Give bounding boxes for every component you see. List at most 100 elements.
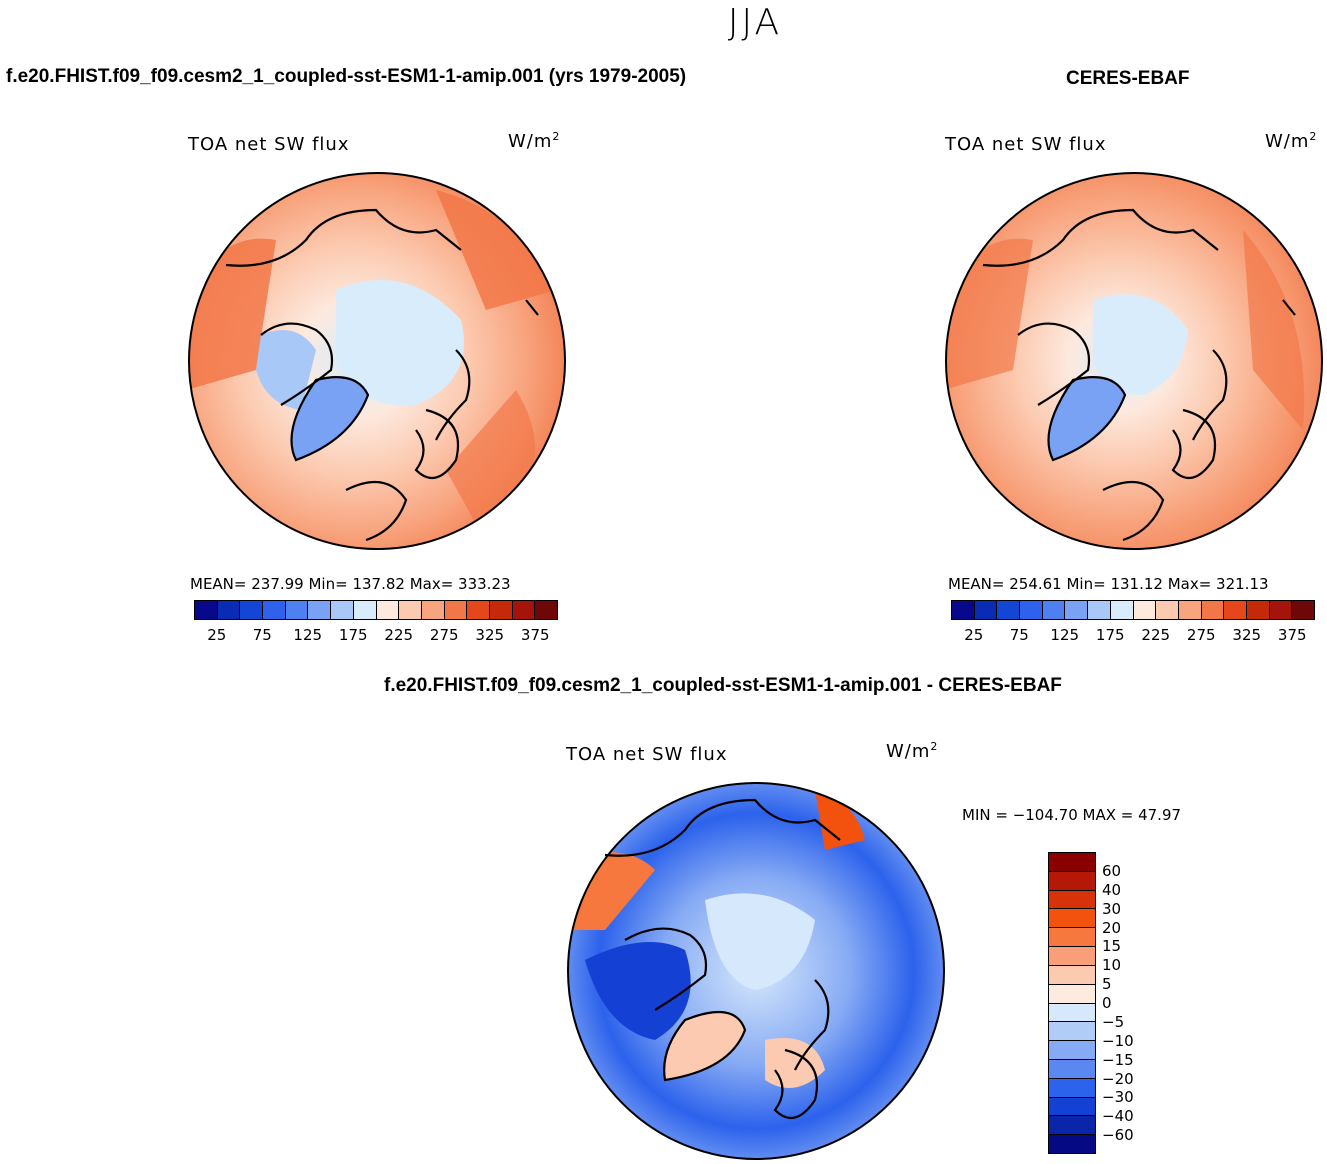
colorbar-swatch xyxy=(217,601,241,619)
colorbar-tick-label: −15 xyxy=(1102,1050,1134,1069)
obs-unit-label: W/m2 xyxy=(1265,130,1318,152)
colorbar-swatch xyxy=(1049,1041,1095,1060)
diff-map-border xyxy=(567,782,945,1160)
colorbar-swatch xyxy=(1065,601,1089,619)
colorbar-swatch xyxy=(308,601,332,619)
colorbar-tick-label: 375 xyxy=(1277,626,1307,644)
colorbar-swatch xyxy=(1049,890,1095,910)
colorbar-tick-label: −5 xyxy=(1102,1012,1125,1031)
colorbar-swatch xyxy=(240,601,264,619)
model-polar-map xyxy=(188,172,566,550)
diff-field-label: TOA net SW flux xyxy=(566,744,728,765)
colorbar-tick-label: −10 xyxy=(1102,1031,1134,1050)
colorbar-swatch xyxy=(444,601,468,619)
colorbar-tick-label: 40 xyxy=(1102,880,1122,899)
colorbar-swatch xyxy=(1049,1116,1095,1136)
colorbar-swatch xyxy=(1049,909,1095,929)
diff-case-title: f.e20.FHIST.f09_f09.cesm2_1_coupled-sst-… xyxy=(384,675,1062,696)
colorbar-swatch xyxy=(195,601,218,619)
colorbar-swatch xyxy=(1042,601,1066,619)
colorbar-swatch xyxy=(952,601,975,619)
model-stats: MEAN= 237.99 Min= 137.82 Max= 333.23 xyxy=(190,575,511,593)
colorbar-tick-label: 275 xyxy=(1186,626,1216,644)
colorbar-swatch xyxy=(421,601,445,619)
colorbar-tick-label: −30 xyxy=(1102,1088,1134,1107)
colorbar-swatch xyxy=(1049,947,1095,966)
colorbar-swatch xyxy=(1049,1135,1095,1153)
colorbar-swatch xyxy=(467,601,490,619)
colorbar-tick-label: 10 xyxy=(1102,956,1122,975)
colorbar-tick-label: 0 xyxy=(1102,994,1112,1012)
colorbar-tick-label: −60 xyxy=(1102,1126,1134,1145)
colorbar-swatch xyxy=(1049,1003,1095,1023)
colorbar-swatch xyxy=(1049,984,1095,1004)
colorbar-swatch xyxy=(1201,601,1225,619)
colorbar-tick-label: 15 xyxy=(1102,937,1122,956)
colorbar-tick-label: 25 xyxy=(207,626,227,644)
colorbar-tick-label: 30 xyxy=(1102,899,1122,918)
colorbar-tick-label: 325 xyxy=(1232,626,1262,644)
colorbar-swatch xyxy=(1049,928,1095,948)
colorbar-swatch xyxy=(1049,1078,1095,1098)
obs-greenland xyxy=(1048,377,1125,460)
colorbar-swatch xyxy=(1049,853,1095,872)
colorbar-swatch xyxy=(331,601,354,619)
colorbar-swatch xyxy=(1224,601,1247,619)
colorbar-tick-label: 175 xyxy=(338,626,368,644)
colorbar-swatch xyxy=(1269,601,1293,619)
colorbar-swatch xyxy=(263,601,286,619)
colorbar-swatch xyxy=(1049,965,1095,985)
obs-map-border xyxy=(945,172,1323,550)
obs-case-title: CERES-EBAF xyxy=(1066,68,1190,89)
colorbar-swatch xyxy=(1020,601,1043,619)
colorbar-swatch xyxy=(399,601,422,619)
obs-polar-map xyxy=(945,172,1323,550)
colorbar-tick-label: 225 xyxy=(1141,626,1171,644)
model-unit-label: W/m2 xyxy=(508,130,561,152)
colorbar-tick-label: −20 xyxy=(1102,1069,1134,1088)
model-greenland xyxy=(291,377,368,460)
colorbar-swatch xyxy=(1049,1059,1095,1079)
colorbar-tick-label: 75 xyxy=(252,626,272,644)
colorbar-tick-label: 25 xyxy=(964,626,984,644)
colorbar-tick-label: 60 xyxy=(1102,861,1122,880)
colorbar-tick-label: −40 xyxy=(1102,1107,1134,1126)
colorbar-swatch xyxy=(1049,1022,1095,1042)
obs-arctic-ice xyxy=(1093,294,1188,395)
obs-colorbar xyxy=(951,600,1315,620)
obs-field-label: TOA net SW flux xyxy=(945,134,1107,155)
colorbar-tick-label: 225 xyxy=(384,626,414,644)
season-title: JJA xyxy=(727,2,783,43)
diff-greenland xyxy=(664,1012,745,1080)
colorbar-tick-label: 325 xyxy=(475,626,505,644)
colorbar-swatch xyxy=(1133,601,1157,619)
model-colorbar xyxy=(194,600,558,620)
obs-colorbar-labels: 25 75 125 175 225 275 325 375 xyxy=(951,626,1315,644)
diff-unit-label: W/m2 xyxy=(886,740,939,762)
colorbar-tick-label: 375 xyxy=(520,626,550,644)
diff-stats: MIN = −104.70 MAX = 47.97 xyxy=(962,806,1182,824)
colorbar-swatch xyxy=(285,601,309,619)
colorbar-swatch xyxy=(974,601,998,619)
model-colorbar-labels: 25 75 125 175 225 275 325 375 xyxy=(194,626,558,644)
obs-stats: MEAN= 254.61 Min= 131.12 Max= 321.13 xyxy=(948,575,1269,593)
colorbar-tick-label: 175 xyxy=(1095,626,1125,644)
colorbar-tick-label: 275 xyxy=(429,626,459,644)
colorbar-swatch xyxy=(1088,601,1111,619)
colorbar-swatch xyxy=(489,601,513,619)
colorbar-tick-label: 20 xyxy=(1102,918,1122,937)
model-field-label: TOA net SW flux xyxy=(188,134,350,155)
colorbar-swatch xyxy=(1156,601,1179,619)
colorbar-swatch xyxy=(1246,601,1270,619)
colorbar-swatch xyxy=(1110,601,1134,619)
model-arctic-ice xyxy=(336,280,464,406)
colorbar-swatch xyxy=(1049,871,1095,891)
colorbar-tick-label: 75 xyxy=(1009,626,1029,644)
colorbar-swatch xyxy=(1292,601,1314,619)
colorbar-tick-label: 125 xyxy=(1050,626,1080,644)
model-map-border xyxy=(188,172,566,550)
diff-colorbar-labels: 60 40 30 20 15 10 5 0 −5 −10 −15 −20 −30 −40 −60 xyxy=(1102,852,1162,1154)
diff-polar-map xyxy=(567,782,945,1160)
colorbar-tick-label: 5 xyxy=(1102,975,1112,994)
colorbar-tick-label: 125 xyxy=(293,626,323,644)
